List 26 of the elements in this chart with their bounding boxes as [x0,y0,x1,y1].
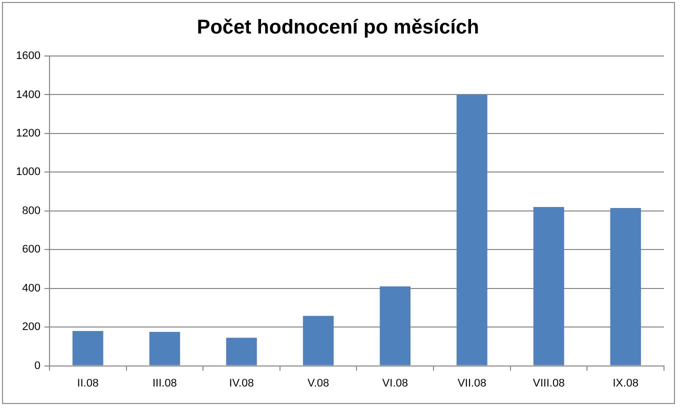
chart-title: Počet hodnocení po měsících [196,16,480,39]
y-tick-label: 1000 [16,166,40,178]
y-tick-label: 400 [22,282,40,294]
y-tick-label: 1600 [16,50,40,62]
bar [456,94,488,366]
bar [610,208,641,366]
x-tick-label: VII.08 [458,377,486,390]
x-tick-label: VI.08 [382,377,408,390]
y-tick-label: 800 [22,204,40,217]
x-tick-label: IX.08 [612,377,638,390]
y-tick-label: 1200 [16,127,40,140]
x-tick-label: III.08 [152,377,177,390]
x-tick-label: V.08 [308,377,330,390]
y-tick-label: 200 [22,321,40,334]
x-tick-label: VIII.08 [532,377,565,390]
y-tick-label: 1400 [16,88,40,101]
x-tick-label: II.08 [77,377,99,390]
y-tick-label: 0 [34,360,40,372]
bar [380,286,411,366]
y-tick-label: 600 [22,244,40,256]
bar [149,332,180,366]
bar [302,316,334,366]
bar [226,338,257,366]
bar [533,207,564,366]
x-tick-label: IV.08 [229,377,254,390]
bar [72,330,104,366]
